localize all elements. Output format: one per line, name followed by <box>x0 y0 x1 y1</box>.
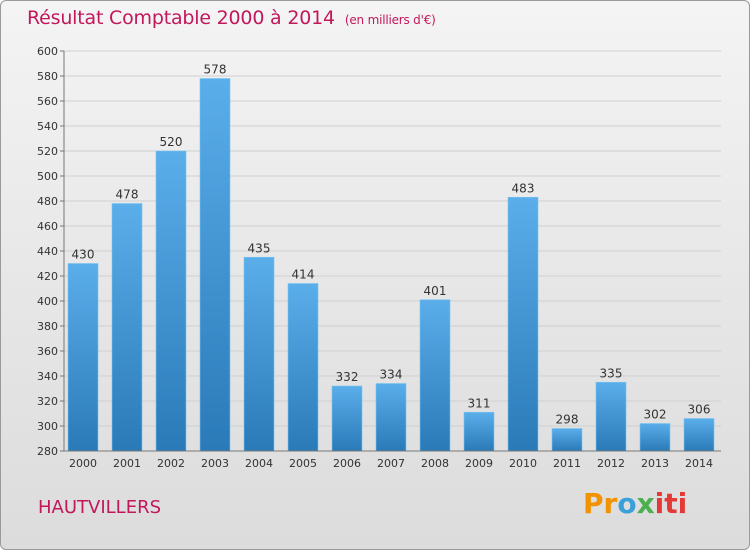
y-tick-label: 320 <box>37 395 58 408</box>
x-tick-label: 2011 <box>553 457 581 470</box>
bar <box>199 78 231 452</box>
x-tick-label: 2009 <box>465 457 493 470</box>
commune-name: HAUTVILLERS <box>38 497 162 518</box>
bar <box>155 150 187 452</box>
bar <box>419 299 451 452</box>
x-tick-label: 2001 <box>113 457 141 470</box>
logo-part: x <box>636 487 655 520</box>
y-tick-label: 360 <box>37 345 58 358</box>
logo-part: o <box>617 487 637 520</box>
x-tick-label: 2006 <box>333 457 361 470</box>
bar <box>639 423 671 452</box>
y-tick-label: 480 <box>37 195 58 208</box>
data-label: 435 <box>248 241 271 255</box>
data-label: 311 <box>468 396 491 410</box>
y-tick-label: 540 <box>37 120 58 133</box>
y-tick-label: 460 <box>37 220 58 233</box>
bar <box>551 428 583 452</box>
data-label: 578 <box>204 63 227 77</box>
bar <box>595 381 627 452</box>
y-tick-label: 500 <box>37 170 58 183</box>
y-tick-label: 380 <box>37 320 58 333</box>
logo-part: iti <box>654 487 688 520</box>
bar <box>463 411 495 452</box>
chart-subtitle: (en milliers d'€) <box>344 13 436 27</box>
logo-part: Pr <box>583 487 618 520</box>
x-tick-label: 2008 <box>421 457 449 470</box>
bar <box>287 283 319 452</box>
x-tick-label: 2003 <box>201 457 229 470</box>
bar <box>243 256 275 452</box>
data-label: 335 <box>600 366 623 380</box>
y-tick-label: 560 <box>37 95 58 108</box>
data-label: 483 <box>512 181 535 195</box>
data-label: 414 <box>292 268 315 282</box>
x-tick-label: 2000 <box>69 457 97 470</box>
bar <box>507 196 539 452</box>
x-tick-label: 2014 <box>685 457 713 470</box>
data-label: 478 <box>116 188 139 202</box>
x-tick-label: 2005 <box>289 457 317 470</box>
x-axis: 2000 2001 2002 2003 2004 2005 2006 2007 2008 2009… <box>64 450 721 470</box>
data-label: 401 <box>424 284 447 298</box>
bar <box>111 203 143 452</box>
y-tick-label: 280 <box>37 445 58 458</box>
y-tick-label: 440 <box>37 245 58 258</box>
data-labels: 430 478 520 578 435 414 332 334 401 311 483 298 335 3… <box>72 63 711 427</box>
x-tick-label: 2013 <box>641 457 669 470</box>
bars <box>67 78 715 452</box>
y-tick-label: 600 <box>37 45 58 58</box>
data-label: 332 <box>336 370 359 384</box>
y-tick-label: 340 <box>37 370 58 383</box>
data-label: 302 <box>644 408 667 422</box>
y-tick-label: 580 <box>37 70 58 83</box>
bar <box>683 418 715 452</box>
x-tick-label: 2010 <box>509 457 537 470</box>
y-tick-label: 400 <box>37 295 58 308</box>
y-axis: 280 300 320 340 360 380 400 420 440 460 480 500 520 5… <box>37 45 65 458</box>
data-label: 430 <box>72 248 95 262</box>
y-tick-label: 520 <box>37 145 58 158</box>
data-label: 298 <box>556 413 579 427</box>
bar <box>331 385 363 452</box>
x-tick-label: 2002 <box>157 457 185 470</box>
title-text: Résultat Comptable 2000 à 2014 <box>27 7 335 29</box>
x-tick-label: 2012 <box>597 457 625 470</box>
bar <box>375 383 407 452</box>
data-label: 306 <box>688 403 711 417</box>
y-tick-label: 420 <box>37 270 58 283</box>
x-tick-label: 2007 <box>377 457 405 470</box>
data-label: 520 <box>160 135 183 149</box>
chart-title: Résultat Comptable 2000 à 2014 (en millie… <box>27 7 436 29</box>
data-label: 334 <box>380 368 403 382</box>
proxiti-logo[interactable]: Proxiti <box>583 487 687 520</box>
bar <box>67 263 99 452</box>
x-tick-label: 2004 <box>245 457 273 470</box>
y-tick-label: 300 <box>37 420 58 433</box>
